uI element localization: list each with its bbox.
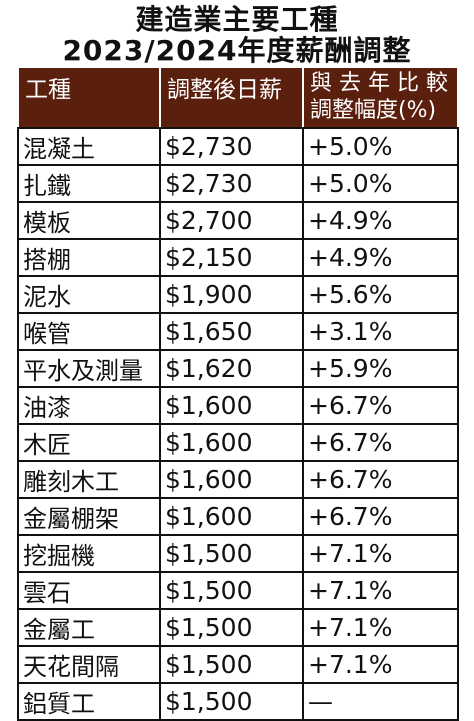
table-row: 喉管 $1,650 +3.1% xyxy=(17,312,459,351)
cell-change: +6.7% xyxy=(302,423,459,462)
table-row: 模板 $2,700 +4.9% xyxy=(17,201,459,240)
cell-wage: $1,500 xyxy=(159,608,304,647)
cell-wage: $1,600 xyxy=(159,423,304,462)
cell-wage: $2,150 xyxy=(159,238,304,277)
cell-wage: $1,600 xyxy=(159,497,304,536)
table-row: 搭棚 $2,150 +4.9% xyxy=(17,238,459,277)
cell-wage: $2,700 xyxy=(159,201,304,240)
cell-change: +3.1% xyxy=(302,312,459,351)
table-row: 混凝土 $2,730 +5.0% xyxy=(17,127,459,166)
title-line-1: 建造業主要工種 xyxy=(135,3,339,36)
table-row: 金屬工 $1,500 +7.1% xyxy=(17,608,459,647)
header-trade: 工種 xyxy=(17,66,161,129)
table-row: 金屬棚架 $1,600 +6.7% xyxy=(17,497,459,536)
header-change-line-1: 與 去 年 比 較 xyxy=(310,71,448,96)
cell-trade: 金屬工 xyxy=(17,608,161,647)
cell-wage: $1,500 xyxy=(159,682,304,721)
cell-trade: 喉管 xyxy=(17,312,161,351)
table-body: 混凝土 $2,730 +5.0% 扎鐵 $2,730 +5.0% 模板 $2,700 +4.9%… xyxy=(17,127,459,721)
cell-change: +4.9% xyxy=(302,201,459,240)
cell-trade: 天花間隔 xyxy=(17,645,161,684)
cell-trade: 混凝土 xyxy=(17,127,161,166)
cell-wage: $2,730 xyxy=(159,127,304,166)
page-title: 建造業主要工種 2023/2024年度薪酬調整 xyxy=(0,0,474,66)
cell-wage: $1,600 xyxy=(159,460,304,499)
table-row: 雲石 $1,500 +7.1% xyxy=(17,571,459,610)
cell-change: +7.1% xyxy=(302,608,459,647)
table-row: 木匠 $1,600 +6.7% xyxy=(17,423,459,462)
cell-trade: 挖掘機 xyxy=(17,534,161,573)
table-row: 挖掘機 $1,500 +7.1% xyxy=(17,534,459,573)
cell-wage: $1,620 xyxy=(159,349,304,388)
cell-trade: 雕刻木工 xyxy=(17,460,161,499)
table-row: 扎鐵 $2,730 +5.0% xyxy=(17,164,459,203)
header-change: 與 去 年 比 較 調整幅度(%) xyxy=(302,66,459,129)
header-change-line-2: 調整幅度(%) xyxy=(310,98,437,123)
table-header-row: 工種 調整後日薪 與 去 年 比 較 調整幅度(%) xyxy=(17,66,459,129)
cell-change: +5.9% xyxy=(302,349,459,388)
cell-trade: 模板 xyxy=(17,201,161,240)
cell-trade: 搭棚 xyxy=(17,238,161,277)
cell-change: +7.1% xyxy=(302,645,459,684)
cell-wage: $2,730 xyxy=(159,164,304,203)
cell-change: +5.0% xyxy=(302,164,459,203)
table-row: 天花間隔 $1,500 +7.1% xyxy=(17,645,459,684)
cell-change: +7.1% xyxy=(302,534,459,573)
table-row: 鋁質工 $1,500— xyxy=(17,682,459,721)
cell-change: +5.0% xyxy=(302,127,459,166)
cell-trade: 泥水 xyxy=(17,275,161,314)
cell-change: +5.6% xyxy=(302,275,459,314)
title-line-2: 2023/2024年度薪酬調整 xyxy=(62,34,412,67)
cell-trade: 扎鐵 xyxy=(17,164,161,203)
cell-wage: $1,900 xyxy=(159,275,304,314)
cell-trade: 平水及測量 xyxy=(17,349,161,388)
cell-change: +6.7% xyxy=(302,460,459,499)
table-row: 泥水 $1,900 +5.6% xyxy=(17,275,459,314)
table-row: 油漆 $1,600 +6.7% xyxy=(17,386,459,425)
cell-change: +7.1% xyxy=(302,571,459,610)
cell-change: +6.7% xyxy=(302,497,459,536)
cell-trade: 木匠 xyxy=(17,423,161,462)
cell-wage: $1,500 xyxy=(159,571,304,610)
table-row: 平水及測量 $1,620 +5.9% xyxy=(17,349,459,388)
cell-wage: $1,500 xyxy=(159,534,304,573)
table-row: 雕刻木工 $1,600 +6.7% xyxy=(17,460,459,499)
cell-wage: $1,600 xyxy=(159,386,304,425)
cell-trade: 金屬棚架 xyxy=(17,497,161,536)
header-wage: 調整後日薪 xyxy=(159,66,304,129)
cell-trade: 油漆 xyxy=(17,386,161,425)
cell-change: +6.7% xyxy=(302,386,459,425)
cell-trade: 鋁質工 xyxy=(17,682,161,721)
cell-wage: $1,650 xyxy=(159,312,304,351)
cell-wage: $1,500 xyxy=(159,645,304,684)
wage-table: 工種 調整後日薪 與 去 年 比 較 調整幅度(%) 混凝土 $2,730 +5.0… xyxy=(17,66,459,721)
cell-change: +4.9% xyxy=(302,238,459,277)
cell-trade: 雲石 xyxy=(17,571,161,610)
cell-change: — xyxy=(302,682,459,721)
